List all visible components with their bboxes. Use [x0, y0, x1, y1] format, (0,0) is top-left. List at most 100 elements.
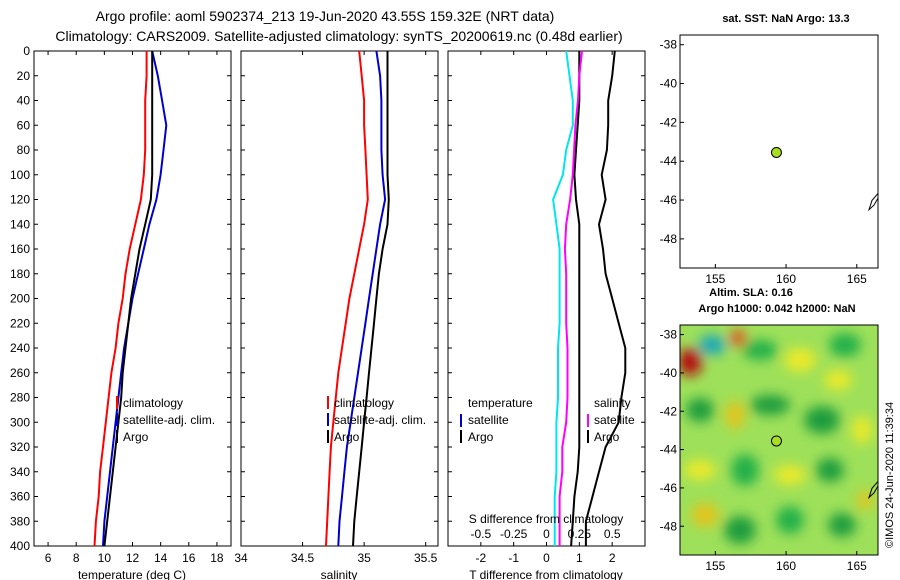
credit-timestamp: ©IMOS 24-Jun-2020 11:39:34	[884, 402, 896, 548]
temperature-plot: 6 8 10 12 14 16 18	[34, 50, 231, 565]
sla-blob	[857, 490, 873, 510]
series-line-satellite-adj-clim-	[337, 50, 387, 547]
x-tick-label: 35.5	[414, 551, 438, 565]
x-tick-label: 10	[98, 551, 112, 565]
sla-blob	[691, 503, 719, 527]
sla-blob	[852, 416, 872, 444]
sla-blob	[730, 330, 746, 346]
map-y-tick-label: -48	[660, 519, 678, 533]
series-line-satellite-adj-clim-	[102, 50, 168, 547]
legend-climatology-label: climatology	[334, 396, 394, 410]
profile-location-marker	[770, 146, 782, 158]
figure-title-line2: Climatology: CARS2009. Satellite-adjuste…	[55, 28, 622, 44]
sla-blob	[680, 348, 702, 376]
series-line-t-argo-clim	[570, 51, 581, 547]
sla-blobs	[680, 330, 873, 544]
x-tick-label: 0	[543, 551, 550, 565]
sla-blob	[686, 398, 714, 422]
x-tick-label: 34	[234, 551, 248, 565]
series-line-argo	[103, 51, 154, 547]
depth-tick-label: 120	[10, 193, 30, 207]
salinity-panel-frame	[240, 50, 439, 547]
map-y-tick-label: -48	[660, 232, 678, 246]
temperature-axis-label: temperature (deg C)	[78, 568, 186, 580]
depth-tick-label: 400	[10, 539, 30, 553]
sst-map: 155 160 165 -38 -40 -42 -44 -46 -48	[660, 38, 879, 286]
profile-location-marker	[770, 435, 782, 447]
x-tick-label: 2	[609, 551, 616, 565]
difference-panel-frame	[447, 50, 646, 547]
series-line-argo	[352, 51, 390, 547]
salinity-axis-label: salinity	[321, 568, 358, 580]
depth-tick-label: 300	[10, 415, 30, 429]
coastline	[867, 481, 879, 500]
legend-s-satellite-label: satellite	[594, 413, 635, 427]
depth-tick-label: 200	[10, 292, 30, 306]
map-y-tick-label: -38	[660, 328, 678, 342]
depth-tick-label: 0	[23, 44, 30, 58]
legend-s-argo-label: Argo	[594, 430, 620, 444]
legend-climatology-label: climatology	[123, 396, 183, 410]
depth-tick-label: 20	[17, 69, 31, 83]
sla-blob	[804, 406, 840, 434]
legend-satellite-label: satellite-adj. clim.	[123, 413, 215, 427]
x-tick-label: -1	[508, 551, 519, 565]
sst-map-title: sat. SST: NaN Argo: 13.3	[722, 13, 849, 25]
legend-t-argo-label: Argo	[468, 430, 494, 444]
legend-temperature-heading: temperature	[468, 396, 533, 410]
depth-tick-label: 320	[10, 440, 30, 454]
sla-map-frame	[679, 324, 879, 556]
sla-blob	[829, 333, 861, 357]
x-tick-label: 1	[576, 551, 583, 565]
x-tick-label: 14	[154, 551, 168, 565]
x-tick-label: 18	[210, 551, 224, 565]
series-line-s-satellite-clim	[558, 50, 583, 546]
sla-map: 155 160 165 -38 -40 -42 -44 -46 -48	[660, 328, 879, 573]
depth-tick-label: 100	[10, 168, 30, 182]
sla-map-title-line1: Altim. SLA: 0.16	[709, 287, 793, 299]
difference-legend-salinity: salinity satellite Argo	[587, 396, 635, 444]
salinity-plot: 34 34.5 35 35.5	[234, 50, 438, 565]
s-diff-tick-label: 0.5	[604, 527, 621, 541]
map-x-tick-label: 160	[776, 272, 796, 286]
coastline	[867, 193, 879, 212]
map-y-tick-label: -40	[660, 366, 678, 380]
series-line-t-satellite-clim	[552, 50, 574, 546]
map-y-tick-label: -38	[660, 38, 678, 52]
sla-blob	[724, 516, 756, 544]
t-difference-axis-label: T difference from climatology	[469, 568, 623, 580]
map-x-tick-label: 155	[705, 272, 725, 286]
sla-blob	[784, 348, 816, 372]
x-tick-label: 12	[126, 551, 140, 565]
depth-tick-label: 340	[10, 465, 30, 479]
map-y-tick-label: -42	[660, 404, 678, 418]
series-line-s-argo-clim	[584, 50, 627, 546]
depth-tick-label: 240	[10, 341, 30, 355]
sla-blob	[774, 465, 806, 485]
s-diff-tick-label: -0.5	[470, 527, 491, 541]
series-line-climatology	[93, 51, 148, 547]
depth-tick-label: 380	[10, 514, 30, 528]
legend-t-satellite-label: satellite	[468, 413, 509, 427]
salinity-legend: climatology satellite-adj. clim. Argo	[327, 396, 426, 444]
map-y-tick-label: -46	[660, 193, 678, 207]
figure-title-line1: Argo profile: aoml 5902374_213 19-Jun-20…	[96, 8, 555, 24]
depth-axis: 0 20 40 60 80 100 120 140 160 180 200 220 240 260 280 3…	[10, 44, 30, 553]
map-x-tick-label: 165	[847, 559, 867, 573]
difference-plot: -2 -1 0 1 2-0.5 -0.25 0 0.25 0.5	[448, 50, 645, 565]
x-tick-label: 16	[182, 551, 196, 565]
depth-tick-label: 280	[10, 391, 30, 405]
map-y-tick-label: -40	[660, 77, 678, 91]
x-tick-label: -2	[475, 551, 486, 565]
sla-blob	[750, 395, 790, 415]
series-line-climatology	[325, 50, 369, 547]
s-difference-axis-label: S difference from climatology	[469, 512, 624, 526]
x-tick-label: 6	[45, 551, 52, 565]
sla-blob	[684, 460, 716, 480]
legend-salinity-heading: salinity	[594, 396, 631, 410]
sla-blob	[816, 458, 844, 482]
sla-blob	[731, 454, 759, 486]
map-x-tick-label: 155	[705, 559, 725, 573]
map-x-tick-label: 165	[847, 272, 867, 286]
